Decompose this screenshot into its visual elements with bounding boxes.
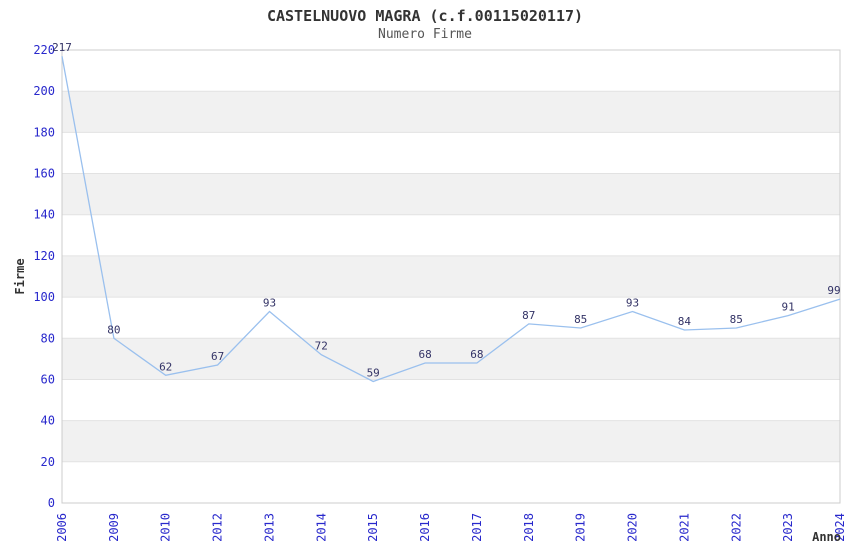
x-tick-label: 2009	[107, 513, 121, 542]
plot-band	[62, 338, 840, 380]
plot-band	[62, 255, 840, 298]
x-tick-label: 2023	[781, 513, 795, 542]
x-tick-label: 2013	[263, 513, 277, 542]
data-point-label: 93	[626, 297, 639, 310]
x-tick-label: 2006	[55, 513, 69, 542]
x-tick-label: 2020	[626, 513, 640, 542]
x-tick-label: 2010	[159, 513, 173, 542]
data-point-label: 59	[367, 367, 380, 380]
x-tick-label: 2022	[729, 513, 743, 542]
x-tick-label: 2015	[366, 513, 380, 542]
data-point-label: 80	[107, 323, 120, 336]
y-tick-label: 20	[41, 455, 55, 469]
data-point-label: 84	[678, 315, 692, 328]
x-tick-label: 2019	[574, 513, 588, 542]
x-tick-label: 2024	[833, 513, 847, 542]
data-point-label: 217	[52, 41, 72, 54]
x-tick-label: 2021	[677, 513, 691, 542]
chart-subtitle: Numero Firme	[378, 27, 472, 42]
plot-band	[62, 91, 840, 133]
data-point-label: 62	[159, 360, 172, 373]
data-line	[61, 56, 841, 383]
x-tick-label: 2012	[211, 513, 225, 542]
data-point-label: 85	[730, 313, 743, 326]
data-point-label: 99	[827, 284, 840, 297]
chart-title: CASTELNUOVO MAGRA (c.f.00115020117)	[266, 7, 584, 25]
x-tick-label: 2018	[522, 513, 536, 542]
y-tick-label: 0	[48, 496, 55, 510]
y-tick-label: 100	[33, 290, 55, 304]
y-tick-label: 160	[33, 167, 55, 181]
data-point-label: 68	[418, 348, 431, 361]
data-point-label: 85	[574, 313, 587, 326]
y-tick-label: 200	[33, 84, 55, 98]
y-tick-label: 40	[41, 414, 55, 428]
data-point-label: 87	[522, 309, 535, 322]
data-point-label: 93	[263, 297, 276, 310]
x-tick-label: 2014	[314, 513, 328, 542]
x-tick-label: 2017	[470, 513, 484, 542]
data-point-label: 72	[315, 340, 328, 353]
x-axis-title: Anno	[812, 530, 841, 544]
data-point-label: 91	[781, 301, 794, 314]
y-tick-label: 120	[33, 249, 55, 263]
y-tick-label: 60	[41, 373, 55, 387]
data-point-label: 68	[470, 348, 483, 361]
plot-band	[62, 420, 840, 462]
y-tick-label: 140	[33, 208, 55, 222]
plot-band	[62, 173, 840, 215]
y-tick-label: 180	[33, 125, 55, 139]
x-tick-label: 2016	[418, 513, 432, 542]
y-tick-label: 220	[33, 43, 55, 57]
data-point-label: 67	[211, 350, 224, 363]
y-axis-title: Firme	[13, 258, 27, 294]
y-tick-label: 80	[41, 331, 55, 345]
plot-border	[61, 49, 841, 504]
